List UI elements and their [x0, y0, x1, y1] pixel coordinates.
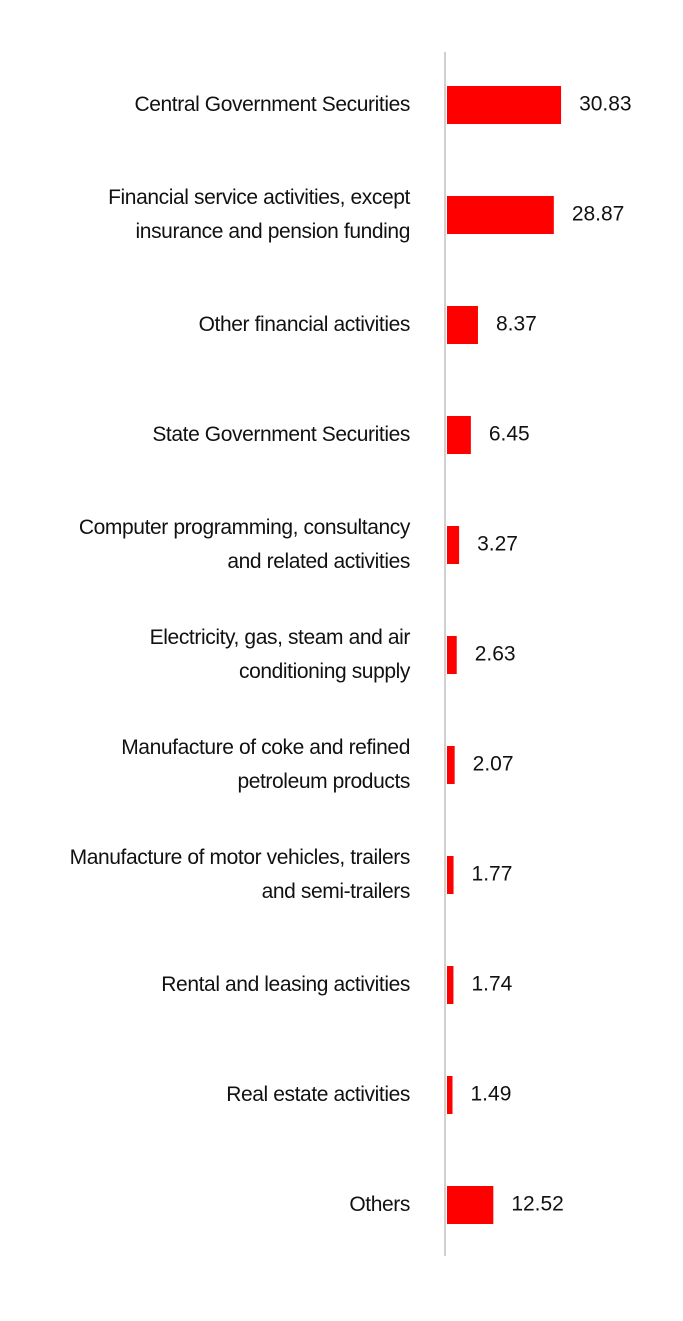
value-label: 12.52 [511, 1193, 564, 1216]
value-label: 2.63 [475, 643, 516, 666]
value-label: 28.87 [572, 203, 625, 226]
value-label: 8.37 [496, 313, 537, 336]
bar [447, 636, 457, 674]
bar [447, 306, 478, 344]
category-label: Manufacture of coke and refined petroleu… [121, 736, 410, 793]
category-label: Computer programming, consultancy and re… [78, 516, 411, 573]
bar [447, 526, 460, 564]
category-label: Others [349, 1193, 410, 1216]
category-label: Manufacture of motor vehicles, trailers … [69, 846, 411, 903]
bar [447, 966, 454, 1004]
category-label: Rental and leasing activities [161, 973, 410, 996]
bar [447, 86, 562, 124]
value-label: 3.27 [477, 533, 518, 556]
bar [447, 746, 455, 784]
category-label: Financial service activities, except ins… [108, 186, 410, 243]
category-label: Real estate activities [226, 1083, 410, 1106]
category-label: Electricity, gas, steam and air conditio… [149, 626, 411, 683]
bar [447, 416, 471, 454]
value-label: 1.49 [471, 1083, 512, 1106]
category-label: Other financial activities [198, 313, 411, 336]
value-label: 1.77 [472, 863, 513, 886]
bar [447, 1186, 494, 1224]
category-label: State Government Securities [152, 423, 410, 446]
bar [447, 856, 454, 894]
bar [447, 196, 554, 234]
value-label: 1.74 [471, 973, 512, 996]
value-label: 2.07 [473, 753, 514, 776]
value-label: 6.45 [489, 423, 530, 446]
bar [447, 1076, 453, 1114]
value-label: 30.83 [579, 93, 632, 116]
category-label: Central Government Securities [134, 93, 410, 116]
